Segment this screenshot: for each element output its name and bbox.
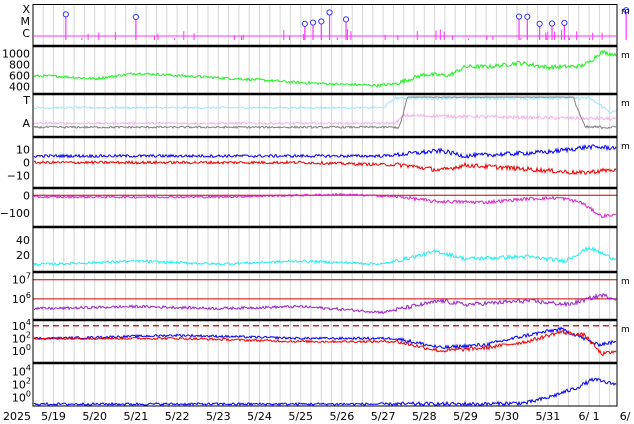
flare-marker [623,7,630,14]
flare-marker [326,9,333,16]
y-tick-label: −100 [0,207,30,220]
y-tick-label: X [22,3,30,16]
y-tick-label: 102 [12,377,31,392]
flare-marker [548,20,556,27]
right-marker: m [621,99,630,109]
plot-frame [32,4,618,407]
flare-marker [515,13,523,20]
y-tick-label: 10 [16,143,30,156]
frame-layer [32,4,618,407]
grid-layer [42,4,611,406]
right-marker: m [621,325,630,335]
x-tick-label: 5/30 [494,410,519,423]
flare-marker [62,11,69,18]
flare-marker [524,13,531,20]
right-marker: m [621,7,630,17]
right-marker: m [621,142,630,152]
series-line-magnetic-field [33,159,617,176]
flare-marker [536,20,543,27]
y-tick-label: 100 [12,390,31,405]
y-tick-label: A [22,117,30,130]
x-tick-label: 5/26 [330,410,355,423]
series-line-solar-wind-speed [33,49,617,88]
flare-marker [561,19,568,27]
y-tick-label: M [21,15,31,28]
x-tick-label: 5/20 [82,410,107,423]
series-line-proton-flux [33,377,617,407]
flare-marker [342,16,350,23]
x-tick-label: 6/ 1 [578,410,599,423]
y-tick-label: 600 [9,70,30,83]
y-tick-label: 40 [16,234,30,247]
flare-marker [301,20,308,27]
x-tick-label: 5/23 [206,410,231,423]
y-tick-label: 100 [12,343,31,358]
x-tick-label: 5/24 [247,410,272,423]
y-tick-label: 400 [9,81,30,94]
label-layer: 5/19 5/20 5/21 5/22 5/23 5/24 5/25 5/26 5/27 5/28… [0,3,634,423]
x-tick-label: 5/29 [453,410,478,423]
x-tick-label: 5/27 [371,410,396,423]
series-line-phi-angle [33,192,617,219]
y-tick-label: C [22,27,30,40]
flare-marker [318,18,325,25]
series-line-electron-flux [33,330,617,357]
flare-marker [132,13,139,21]
y-tick-label: −10 [7,170,30,183]
series-layer [33,7,630,407]
y-tick-label: 104 [12,318,31,333]
right-marker: m [621,277,630,287]
x-start-label: 2025 [3,410,31,423]
y-tick-label: 1000 [2,48,30,61]
y-tick-label: 0 [23,189,30,202]
x-tick-label: 5/31 [536,410,561,423]
y-tick-label: T [22,94,30,107]
series-line-density [33,245,617,267]
series-line-magnetic-field [33,144,617,160]
y-tick-label: 800 [9,59,30,72]
x-tick-label: 5/19 [41,410,66,423]
y-tick-label: 106 [12,291,31,306]
series-line-electron-flux [33,326,617,351]
y-tick-label: 0 [23,157,30,170]
series-line-energetic-state [33,112,617,126]
series-line-temperature [33,292,617,315]
x-tick-label: 5/21 [124,410,149,423]
x-tick-label: 5/25 [288,410,313,423]
y-tick-label: 104 [12,364,31,379]
series-line-energetic-state [33,96,616,130]
series-line-energetic-state [33,95,617,114]
x-tick-label: 6/ 2 [620,410,634,423]
y-tick-label: 107 [12,272,31,287]
right-marker: m [621,51,630,61]
y-tick-label: 102 [12,330,31,345]
y-tick-label: 20 [16,249,30,262]
x-tick-label: 5/22 [165,410,190,423]
x-tick-label: 5/28 [412,410,437,423]
flare-marker [309,19,317,26]
